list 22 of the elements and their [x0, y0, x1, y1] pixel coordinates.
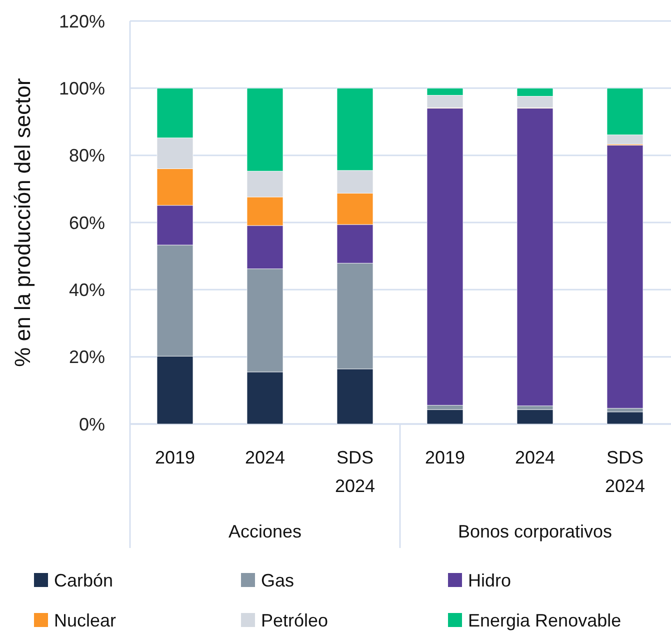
y-tick-label: 120% [58, 11, 105, 32]
y-tick-label: 40% [68, 280, 105, 300]
legend-label: Nuclear [54, 610, 116, 630]
legend-label: Energia Renovable [468, 610, 622, 630]
x-tick-label: SDS 2024 [604, 447, 646, 496]
y-tick-label: 20% [68, 347, 105, 368]
legend-label: Hidro [468, 570, 512, 590]
x-tick-label: 2019 [424, 447, 466, 468]
x-tick-label: 2019 [154, 447, 196, 468]
y-tick-label: 60% [68, 212, 105, 233]
text: Acciones [228, 521, 302, 542]
y-tick-label: 0% [78, 414, 105, 434]
x-tick-label: SDS 2024 [334, 447, 376, 496]
y-axis-title: % en la producción del sector [10, 78, 35, 367]
x-tick-label: 2024 [244, 447, 286, 468]
y-tick-label: 100% [58, 78, 105, 98]
text: Bonos corporativos [458, 521, 612, 542]
legend-label: Carbón [54, 570, 114, 590]
legend-label: Gas [261, 570, 294, 590]
y-tick-label: 80% [68, 146, 105, 166]
legend-label: Petróleo [261, 610, 328, 630]
x-tick-label: 2024 [514, 447, 556, 468]
